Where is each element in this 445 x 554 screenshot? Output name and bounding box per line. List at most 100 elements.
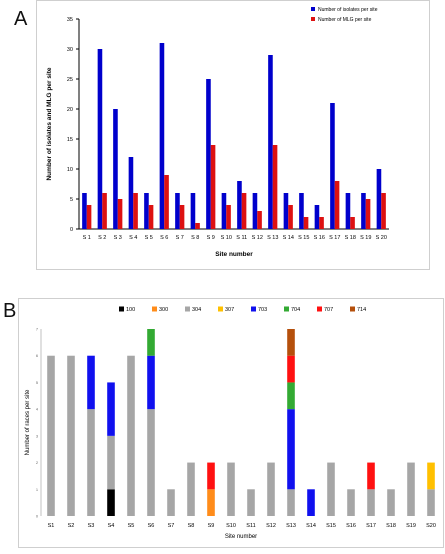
x-tick-label: S 8 — [191, 235, 199, 241]
y-tick-label: 2 — [36, 461, 38, 465]
x-tick-label: S 10 — [221, 235, 232, 241]
bar-mlg — [86, 205, 92, 229]
x-tick-label: S 13 — [267, 235, 278, 241]
bar-isolates — [361, 193, 366, 229]
bar-isolates — [345, 193, 351, 229]
bar-isolates — [221, 193, 227, 229]
x-tick-label: S10 — [226, 523, 236, 529]
x-tick-label: S19 — [406, 523, 416, 529]
stack-segment-707 — [367, 462, 375, 490]
y-tick-label: 30 — [67, 47, 73, 53]
x-tick-label: S16 — [346, 523, 356, 529]
x-tick-label: S11 — [246, 523, 255, 529]
x-tick-label: S 18 — [345, 235, 356, 241]
legend-swatch — [317, 306, 322, 312]
y-tick-label: 10 — [67, 167, 73, 173]
bar-isolates — [175, 193, 180, 229]
y-tick-label: 35 — [67, 17, 73, 23]
legend-label: 707 — [324, 307, 333, 313]
x-tick-label: S 19 — [360, 235, 371, 241]
bar-isolates — [128, 157, 134, 229]
x-tick-label: S 20 — [376, 235, 387, 241]
x-tick-label: S 7 — [176, 235, 184, 241]
legend-swatch — [311, 7, 315, 11]
y-tick-label: 4 — [36, 408, 38, 412]
x-tick-label: S9 — [208, 523, 215, 529]
x-tick-label: S12 — [266, 523, 276, 529]
stack-segment-703 — [147, 355, 155, 410]
bar-mlg — [303, 217, 309, 229]
y-tick-label: 20 — [67, 107, 73, 113]
bar-mlg — [319, 217, 324, 229]
x-tick-label: S6 — [148, 523, 155, 529]
bar-mlg — [365, 199, 371, 229]
bar-mlg — [241, 193, 247, 229]
stack-segment-707 — [207, 462, 215, 490]
bar-mlg — [179, 205, 185, 229]
x-tick-label: S2 — [68, 523, 75, 529]
legend-label: Number of isolates per site — [318, 7, 378, 13]
stack-segment-300 — [207, 489, 215, 516]
x-tick-label: S 14 — [283, 235, 294, 241]
legend-swatch — [350, 306, 355, 312]
stack-segment-703 — [87, 355, 95, 410]
bar-isolates — [283, 193, 289, 229]
bar-isolates — [159, 43, 165, 229]
stack-segment-304 — [247, 489, 255, 516]
y-tick-label: 1 — [36, 488, 38, 492]
stack-segment-304 — [147, 409, 155, 516]
stack-segment-703 — [107, 382, 115, 436]
stack-segment-304 — [127, 355, 135, 516]
bar-isolates — [252, 193, 258, 229]
x-tick-label: S5 — [128, 523, 135, 529]
chart-panel-b: 0 1 2 3 4 5 6 7 S1 S2 S3 S4 S5 S6 S7 S8 S9 S10 S11 S12 S13 S1… — [18, 298, 444, 548]
chart-panel-a: 0 5 10 15 20 25 30 35 S 1 S 2 S 3 S 4 S 5 S 6 S 7 S 8 S … — [36, 0, 430, 270]
bar-isolates — [97, 49, 103, 229]
stack-segment-304 — [407, 462, 415, 516]
x-axis-title: Site number — [215, 251, 253, 258]
bar-isolates — [82, 193, 87, 229]
bar-isolates — [268, 55, 273, 229]
y-tick-label: 6 — [36, 354, 38, 358]
x-tick-label: S20 — [426, 523, 436, 529]
x-tick-label: S7 — [168, 523, 175, 529]
bar-isolates — [144, 193, 149, 229]
stack-segment-304 — [387, 489, 395, 516]
bar-mlg — [288, 205, 293, 229]
x-tick-label: S 6 — [160, 235, 168, 241]
bar-mlg — [381, 193, 386, 229]
y-axis-title: Number of races per site — [25, 389, 31, 455]
x-axis-title: Site number — [225, 534, 257, 540]
legend-label: 100 — [126, 307, 135, 313]
x-tick-label: S18 — [386, 523, 396, 529]
stack-segment-304 — [367, 489, 375, 516]
x-tick-label: S17 — [366, 523, 376, 529]
legend-swatch — [218, 306, 223, 312]
stack-segment-304 — [227, 462, 235, 516]
bar-mlg — [102, 193, 107, 229]
stack-segment-304 — [67, 355, 75, 516]
bar-isolates — [190, 193, 196, 229]
y-tick-label: 0 — [70, 227, 73, 233]
races-stacked-bar-chart: 0 1 2 3 4 5 6 7 S1 S2 S3 S4 S5 S6 S7 S8 S9 S10 S11 S12 S13 S1… — [25, 306, 436, 540]
stack-segment-703 — [307, 489, 315, 516]
x-tick-label: S8 — [188, 523, 195, 529]
x-tick-label: S 2 — [98, 235, 106, 241]
stack-segment-304 — [347, 489, 355, 516]
bar-mlg — [350, 217, 355, 229]
legend-swatch — [185, 306, 190, 312]
x-tick-label: S 12 — [252, 235, 263, 241]
bar-mlg — [210, 145, 216, 229]
legend-swatch — [284, 306, 289, 312]
x-tick-label: S 11 — [236, 235, 247, 241]
legend-label: 300 — [159, 307, 168, 313]
y-tick-label: 5 — [70, 197, 73, 203]
x-tick-label: S14 — [306, 523, 316, 529]
bar-mlg — [133, 193, 138, 229]
stack-segment-304 — [267, 462, 275, 516]
bar-mlg — [334, 181, 340, 229]
bar-mlg — [164, 175, 169, 229]
stack-segment-304 — [107, 435, 115, 490]
bar-isolates — [113, 109, 118, 229]
bar-isolates — [330, 103, 335, 229]
